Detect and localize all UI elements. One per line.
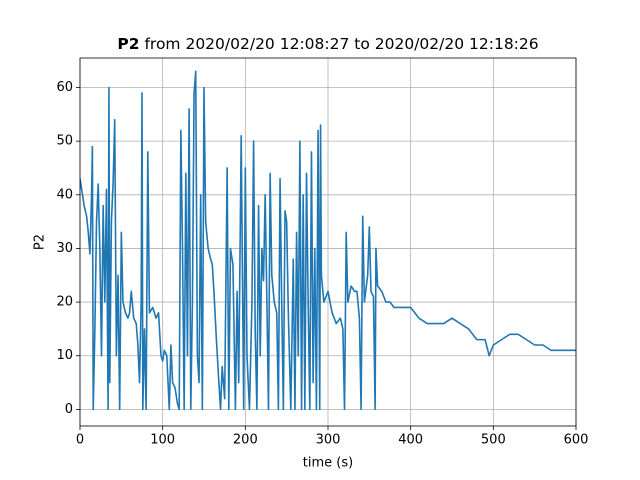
- x-tick-label: 0: [76, 433, 84, 448]
- y-tick-label: 10: [56, 348, 73, 363]
- x-tick-label: 200: [233, 433, 258, 448]
- x-tick-label: 500: [481, 433, 506, 448]
- x-axis-label: time (s): [303, 456, 353, 471]
- x-tick-label: 600: [564, 433, 589, 448]
- y-tick-label: 60: [56, 80, 73, 95]
- axes-frame: [79, 57, 577, 427]
- y-tick-label: 30: [56, 241, 73, 256]
- y-tick-label: 20: [56, 295, 73, 310]
- x-tick-label: 300: [316, 433, 341, 448]
- chart-title: P2 from 2020/02/20 12:08:27 to 2020/02/2…: [117, 35, 538, 53]
- x-tick-label: 100: [150, 433, 175, 448]
- y-tick-label: 50: [56, 134, 73, 149]
- title-range: from 2020/02/20 12:08:27 to 2020/02/20 1…: [144, 35, 538, 53]
- plot: 0 100 200 300 400 500 600 0 10 20 30 40 50 60: [56, 57, 589, 448]
- y-tick-label: 40: [56, 187, 73, 202]
- y-axis-label: P2: [33, 234, 48, 250]
- x-tick-label: 400: [398, 433, 423, 448]
- data-line: [80, 70, 576, 411]
- y-tick-label: 0: [65, 402, 73, 417]
- title-name: P2: [117, 35, 139, 53]
